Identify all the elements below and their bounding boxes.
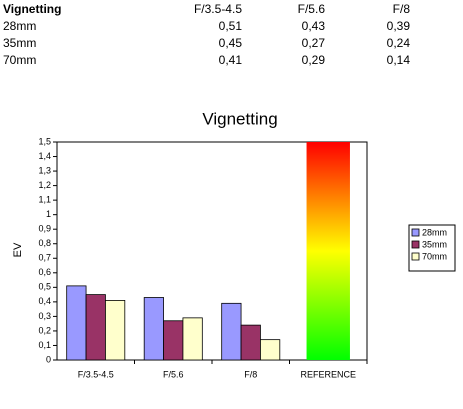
table-cell: 35mm (3, 36, 36, 50)
x-tick-label: F/5.6 (163, 369, 184, 379)
y-tick-label: 1 (46, 209, 51, 219)
table-cell: F/3.5-4.5 (194, 2, 242, 16)
y-tick-label: 0 (46, 354, 51, 364)
y-axis-label: EV (12, 242, 24, 257)
legend-label: 70mm (422, 251, 447, 261)
table-cell: 0,51 (219, 19, 243, 33)
table-cell: F/5.6 (298, 2, 326, 16)
legend-swatch (411, 240, 420, 249)
table-cell: 0,43 (302, 19, 326, 33)
x-tick-label: F/3.5-4.5 (78, 369, 114, 379)
bar (221, 302, 242, 361)
bar (163, 320, 184, 361)
table-cell: 0,27 (302, 36, 326, 50)
bar (105, 300, 126, 361)
y-tick-label: 1,3 (38, 165, 51, 175)
bar (66, 285, 87, 361)
table-cell: 0,14 (387, 53, 411, 67)
table-cell: 0,41 (219, 53, 243, 67)
y-tick-label: 0,5 (38, 282, 51, 292)
y-tick-label: 1,5 (38, 136, 51, 146)
y-tick-label: 1,2 (38, 180, 51, 190)
bar (182, 317, 203, 361)
table-cell: 70mm (3, 53, 36, 67)
table-cell: 28mm (3, 19, 36, 33)
bar (85, 294, 106, 361)
table-cell: 0,39 (387, 19, 411, 33)
y-tick-label: 0,8 (38, 238, 51, 248)
chart-title: Vignetting (202, 109, 277, 128)
table-cell: F/8 (393, 2, 411, 16)
reference-bar (306, 142, 350, 360)
table-cell: 0,45 (219, 36, 243, 50)
y-tick-label: 1,1 (38, 195, 51, 205)
legend-label: 28mm (422, 227, 447, 237)
y-tick-label: 0,2 (38, 325, 51, 335)
legend-label: 35mm (422, 239, 447, 249)
bar (240, 324, 261, 361)
x-tick-label: REFERENCE (300, 369, 356, 379)
table-cell: Vignetting (3, 2, 61, 16)
legend-swatch (411, 252, 420, 261)
y-tick-label: 0,6 (38, 267, 51, 277)
y-tick-label: 0,3 (38, 311, 51, 321)
x-tick-label: F/8 (244, 369, 257, 379)
bar (260, 339, 281, 361)
y-tick-label: 0,7 (38, 253, 51, 263)
legend-swatch (411, 228, 420, 237)
y-tick-label: 1,4 (38, 151, 51, 161)
table-cell: 0,29 (302, 53, 326, 67)
y-tick-label: 0,4 (38, 296, 51, 306)
bar (143, 297, 164, 361)
y-tick-label: 0,9 (38, 224, 51, 234)
y-tick-label: 0,1 (38, 340, 51, 350)
table-cell: 0,24 (387, 36, 411, 50)
